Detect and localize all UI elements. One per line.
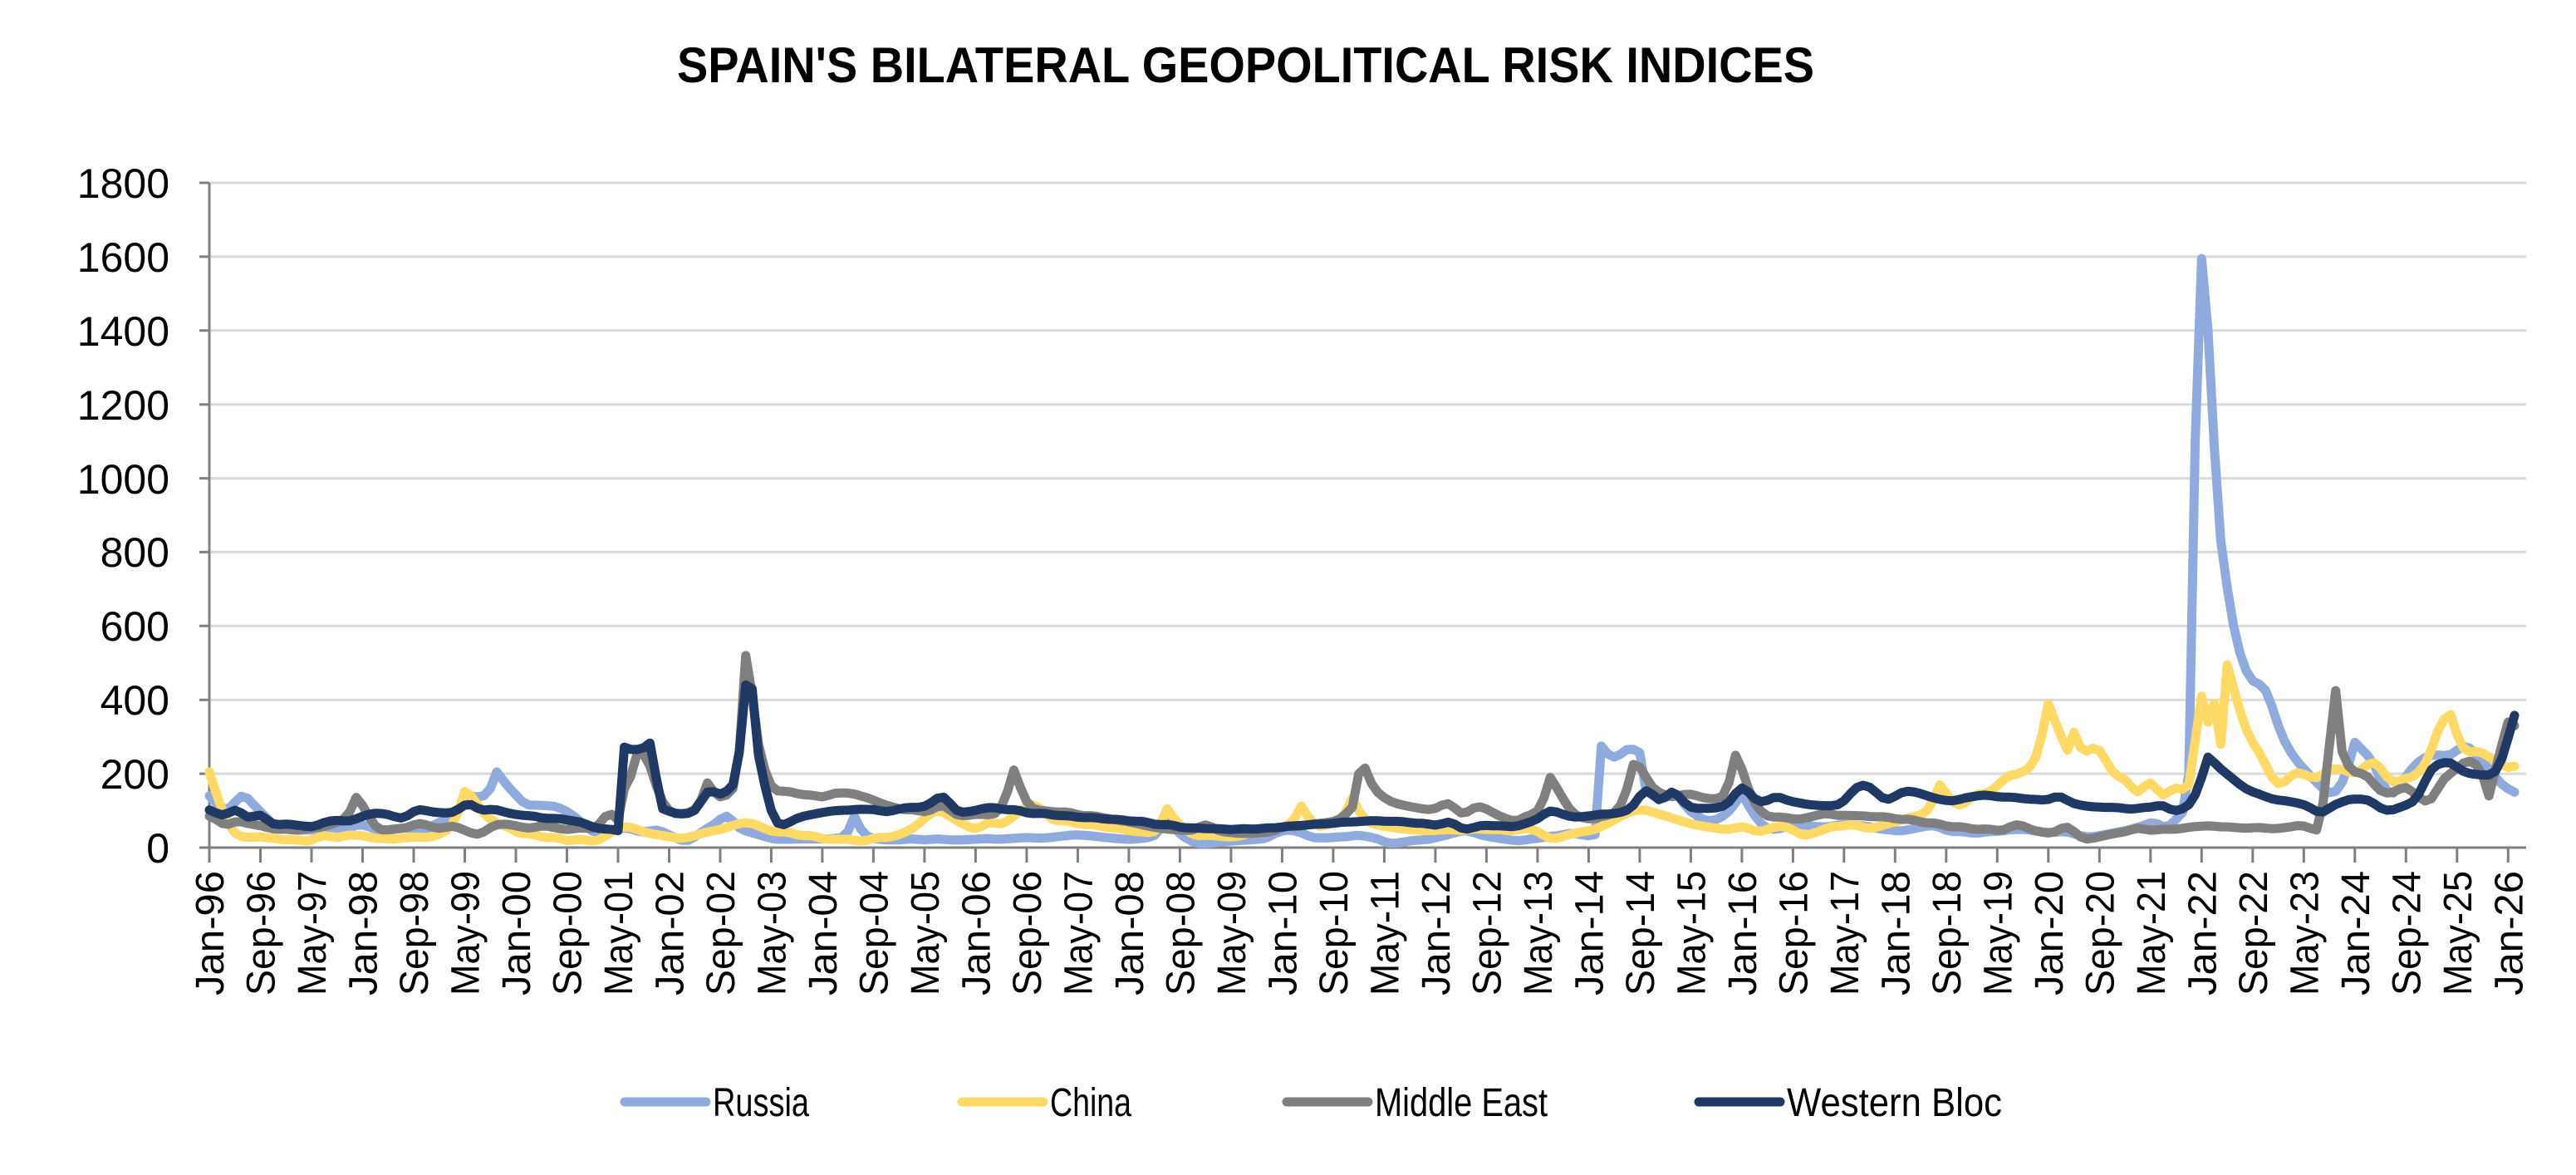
svg-text:Jan-00: Jan-00 xyxy=(495,871,539,996)
svg-text:Sep-04: Sep-04 xyxy=(852,871,896,996)
svg-text:Jan-16: Jan-16 xyxy=(1721,871,1765,996)
svg-text:Jan-98: Jan-98 xyxy=(342,871,386,996)
svg-text:Sep-12: Sep-12 xyxy=(1465,871,1509,996)
svg-text:Jan-22: Jan-22 xyxy=(2181,871,2225,996)
svg-text:Jan-20: Jan-20 xyxy=(2028,871,2072,996)
svg-text:Jan-18: Jan-18 xyxy=(1874,871,1918,996)
svg-text:Sep-22: Sep-22 xyxy=(2232,871,2276,996)
svg-text:Sep-16: Sep-16 xyxy=(1772,871,1816,996)
svg-text:Jan-26: Jan-26 xyxy=(2487,871,2531,996)
svg-text:Jan-06: Jan-06 xyxy=(954,871,999,996)
svg-text:Jan-04: Jan-04 xyxy=(802,871,846,996)
svg-text:May-07: May-07 xyxy=(1057,871,1101,996)
svg-text:SPAIN'S BILATERAL GEOPOLITICAL: SPAIN'S BILATERAL GEOPOLITICAL RISK INDI… xyxy=(677,37,1814,93)
svg-text:May-97: May-97 xyxy=(291,871,335,996)
svg-text:Sep-20: Sep-20 xyxy=(2078,871,2122,996)
svg-text:Jan-24: Jan-24 xyxy=(2334,871,2378,996)
svg-text:Sep-00: Sep-00 xyxy=(547,871,591,996)
svg-text:0: 0 xyxy=(146,825,169,872)
svg-text:May-09: May-09 xyxy=(1210,871,1254,996)
svg-text:Jan-02: Jan-02 xyxy=(649,871,693,996)
svg-text:1800: 1800 xyxy=(77,160,169,207)
svg-text:1000: 1000 xyxy=(77,456,169,503)
svg-text:Sep-10: Sep-10 xyxy=(1313,871,1357,996)
svg-text:May-19: May-19 xyxy=(1976,871,2020,996)
svg-text:600: 600 xyxy=(101,603,169,650)
svg-text:800: 800 xyxy=(101,529,169,576)
svg-text:May-99: May-99 xyxy=(444,871,488,996)
svg-text:May-01: May-01 xyxy=(597,871,641,996)
svg-text:May-21: May-21 xyxy=(2130,871,2174,996)
svg-text:May-03: May-03 xyxy=(750,871,794,996)
svg-text:Sep-14: Sep-14 xyxy=(1619,871,1663,996)
svg-text:Western Bloc: Western Bloc xyxy=(1787,1081,2002,1125)
svg-text:1600: 1600 xyxy=(77,234,169,281)
svg-text:Russia: Russia xyxy=(713,1081,809,1125)
svg-text:May-15: May-15 xyxy=(1670,871,1714,996)
svg-text:1200: 1200 xyxy=(77,382,169,429)
svg-text:Sep-18: Sep-18 xyxy=(1926,871,1970,996)
svg-text:Middle East: Middle East xyxy=(1375,1081,1548,1125)
svg-text:Sep-08: Sep-08 xyxy=(1159,871,1203,996)
svg-text:400: 400 xyxy=(101,677,169,724)
svg-text:Jan-08: Jan-08 xyxy=(1108,871,1152,996)
svg-text:May-17: May-17 xyxy=(1823,871,1867,996)
svg-text:Jan-12: Jan-12 xyxy=(1415,871,1459,996)
svg-text:May-11: May-11 xyxy=(1363,871,1407,996)
svg-text:May-05: May-05 xyxy=(904,871,948,996)
svg-text:Jan-96: Jan-96 xyxy=(189,871,233,996)
svg-text:May-23: May-23 xyxy=(2283,871,2327,996)
svg-text:Jan-10: Jan-10 xyxy=(1261,871,1305,996)
svg-text:Jan-14: Jan-14 xyxy=(1568,871,1612,996)
svg-text:Sep-02: Sep-02 xyxy=(699,871,743,996)
svg-text:1400: 1400 xyxy=(77,308,169,355)
svg-text:Sep-24: Sep-24 xyxy=(2385,871,2429,996)
svg-text:May-13: May-13 xyxy=(1517,871,1561,996)
svg-text:Sep-06: Sep-06 xyxy=(1006,871,1050,996)
svg-text:May-25: May-25 xyxy=(2436,871,2480,996)
svg-text:China: China xyxy=(1050,1081,1131,1125)
svg-text:200: 200 xyxy=(101,751,169,798)
svg-text:Sep-96: Sep-96 xyxy=(240,871,284,996)
svg-text:Sep-98: Sep-98 xyxy=(393,871,437,996)
